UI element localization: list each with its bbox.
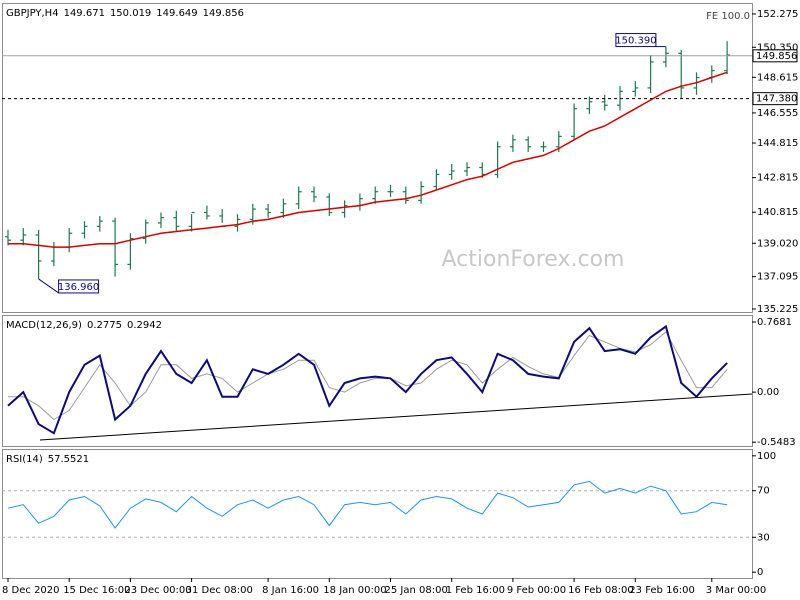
trend-line xyxy=(39,393,753,441)
watermark: ActionForex.com xyxy=(442,247,625,272)
annotation-box xyxy=(58,279,100,294)
indicator-line xyxy=(7,324,728,435)
level-box xyxy=(752,92,798,106)
rsi-panel xyxy=(2,449,753,579)
x-tick-label: 23 Dec 00:00 xyxy=(124,585,191,596)
y-tick-label: 139.020 xyxy=(757,238,798,249)
x-tick-label: 15 Dec 16:00 xyxy=(63,585,130,596)
x-tick-label: 31 Dec 08:00 xyxy=(186,585,253,596)
readout-value: 149.649 xyxy=(156,8,197,19)
readout-value: 150.019 xyxy=(110,8,151,19)
y-tick-label: 0.7681 xyxy=(757,317,792,328)
y-tick-label: 100 xyxy=(757,451,776,462)
panel-title: RSI(14) xyxy=(6,454,43,465)
price-panel xyxy=(2,3,753,313)
y-tick-label: -0.5483 xyxy=(757,437,796,448)
panel-header: RSI(14) 57.5521 xyxy=(6,454,89,465)
x-tick-label: 8 Jan 16:00 xyxy=(262,585,319,596)
indicator-line xyxy=(8,331,728,421)
y-tick-label: 152.275 xyxy=(757,9,798,20)
readout-value: 0.2942 xyxy=(127,320,162,331)
panel-header: GBPJPY,H4 149.671 150.019 149.649 149.856 xyxy=(6,8,244,19)
annotation-box xyxy=(615,33,657,48)
readout-value: 149.856 xyxy=(203,8,244,19)
indicator-line xyxy=(7,480,728,529)
panel-header: MACD(12,26,9) 0.2775 0.2942 xyxy=(6,320,162,331)
x-tick-label: 3 Mar 00:00 xyxy=(706,585,766,596)
macd-panel xyxy=(2,315,753,447)
y-tick-label: 146.555 xyxy=(757,108,798,119)
y-tick-label: 142.815 xyxy=(757,173,798,184)
x-tick-label: 25 Jan 08:00 xyxy=(385,585,448,596)
panel-title: MACD(12,26,9) xyxy=(6,320,82,331)
y-tick-label: 150.350 xyxy=(757,42,798,53)
x-tick-label: 1 Feb 16:00 xyxy=(446,585,505,596)
level-label: 149.856 xyxy=(756,51,797,62)
level-box xyxy=(752,49,798,63)
y-tick-label: 70 xyxy=(757,486,770,497)
level-label: 147.380 xyxy=(756,94,797,105)
readout-value: 57.5521 xyxy=(48,454,89,465)
y-tick-label: 0 xyxy=(757,567,763,578)
x-tick-label: 23 Feb 16:00 xyxy=(629,585,695,596)
x-tick-label: 18 Jan 00:00 xyxy=(323,585,386,596)
y-tick-label: 144.815 xyxy=(757,138,798,149)
annotation-label: 150.390 xyxy=(615,36,656,47)
x-tick-label: 8 Dec 2020 xyxy=(2,585,60,596)
readout-value: 149.671 xyxy=(64,8,105,19)
y-tick-label: 135.225 xyxy=(757,304,798,315)
y-tick-label: 30 xyxy=(757,532,770,543)
x-tick-label: 9 Feb 00:00 xyxy=(507,585,566,596)
panel-title: GBPJPY,H4 xyxy=(6,8,59,19)
fe-note: FE 100.0 xyxy=(706,11,750,22)
y-tick-label: 137.095 xyxy=(757,272,798,283)
moving-average xyxy=(8,71,728,248)
annotation-label: 136.960 xyxy=(58,282,99,293)
annotation-leader xyxy=(38,278,59,294)
y-tick-label: 140.815 xyxy=(757,207,798,218)
x-tick-label: 16 Feb 08:00 xyxy=(568,585,634,596)
readout-value: 0.2775 xyxy=(87,320,122,331)
y-tick-label: 0.00 xyxy=(757,387,779,398)
y-tick-label: 148.615 xyxy=(757,72,798,83)
